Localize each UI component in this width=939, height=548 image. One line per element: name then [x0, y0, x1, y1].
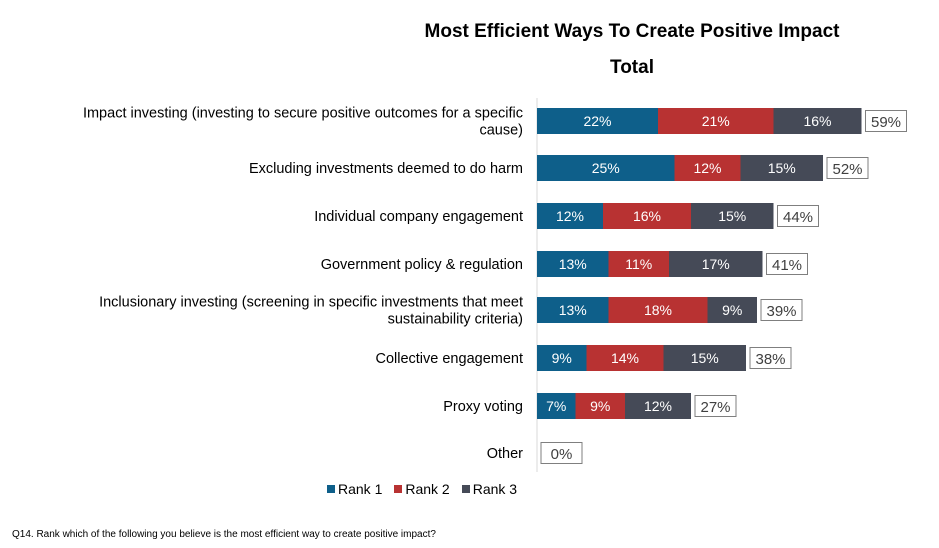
total-label: 27% — [700, 399, 730, 416]
legend-label-rank-1: Rank 1 — [338, 481, 383, 497]
total-label: 38% — [755, 351, 785, 368]
category-label: Inclusionary investing (screening in spe… — [99, 295, 523, 311]
data-label: 15% — [691, 350, 719, 366]
bar-segment-rank-3 — [707, 297, 757, 323]
data-label: 9% — [590, 398, 610, 414]
data-label: 9% — [552, 350, 572, 366]
data-label: 14% — [611, 350, 639, 366]
bar-segment-rank-1 — [537, 251, 609, 277]
total-label: 41% — [772, 257, 802, 274]
category-label: Proxy voting — [443, 399, 523, 415]
legend-swatch-rank-2 — [394, 485, 403, 493]
category-label: Impact investing (investing to secure po… — [83, 106, 523, 122]
bar-segment-rank-3 — [691, 203, 774, 229]
data-label: 11% — [625, 256, 652, 272]
chart-title: Most Efficient Ways To Create Positive I… — [424, 21, 840, 42]
total-box — [749, 347, 792, 369]
bar-segment-rank-3 — [740, 155, 823, 181]
legend-swatch-rank-1 — [327, 485, 335, 493]
legend-swatch-rank-3 — [461, 485, 470, 493]
total-label: 0% — [551, 446, 573, 463]
data-label: 9% — [722, 302, 742, 318]
data-label: 12% — [644, 398, 672, 414]
total-box — [694, 395, 737, 417]
bar-segment-rank-3 — [773, 108, 862, 134]
total-box — [826, 157, 869, 179]
data-label: 13% — [559, 256, 587, 272]
bar-segment-rank-1 — [537, 297, 609, 323]
data-label: 12% — [556, 208, 584, 224]
total-label: 59% — [871, 114, 901, 131]
bar-segment-rank-2 — [586, 345, 664, 371]
legend-label-rank-2: Rank 2 — [405, 481, 450, 497]
data-label: 22% — [583, 113, 611, 129]
data-label: 16% — [803, 113, 831, 129]
bar-segment-rank-1 — [537, 108, 658, 134]
bar-segment-rank-3 — [669, 251, 763, 277]
bar-segment-rank-1 — [537, 155, 675, 181]
bar-segment-rank-1 — [537, 393, 576, 419]
data-label: 18% — [644, 302, 672, 318]
category-label: Collective engagement — [375, 351, 523, 367]
bar-segment-rank-3 — [663, 345, 746, 371]
legend-item-rank-1: Rank 1 — [327, 481, 382, 497]
total-label: 39% — [766, 303, 796, 320]
data-label: 17% — [702, 256, 730, 272]
data-label: 21% — [702, 113, 730, 129]
total-box — [540, 442, 583, 464]
category-label: sustainability criteria) — [388, 312, 523, 328]
bar-segment-rank-2 — [575, 393, 625, 419]
bar-segment-rank-2 — [674, 155, 741, 181]
bar-segment-rank-2 — [608, 251, 669, 277]
data-label: 7% — [546, 398, 566, 414]
legend-item-rank-3: Rank 3 — [461, 481, 518, 497]
legend-item-rank-2: Rank 2 — [394, 481, 450, 497]
bar-segment-rank-2 — [658, 108, 774, 134]
category-label: cause) — [479, 123, 523, 139]
category-label: Individual company engagement — [314, 209, 523, 225]
category-label: Other — [487, 446, 523, 462]
bar-segment-rank-2 — [608, 297, 708, 323]
data-label: 16% — [633, 208, 661, 224]
total-box — [760, 299, 803, 321]
data-label: 12% — [693, 160, 721, 176]
category-label: Excluding investments deemed to do harm — [249, 161, 523, 177]
total-box — [865, 110, 907, 132]
data-label: 15% — [768, 160, 796, 176]
data-label: 15% — [718, 208, 746, 224]
data-label: 25% — [592, 160, 620, 176]
footnote: Q14. Rank which of the following you bel… — [12, 529, 436, 540]
chart-legend: Rank 1 Rank 2 Rank 3 — [327, 481, 529, 497]
bar-segment-rank-3 — [625, 393, 691, 419]
bar-segment-rank-1 — [537, 203, 603, 229]
bar-segment-rank-1 — [537, 345, 587, 371]
total-box — [766, 253, 808, 275]
total-label: 44% — [783, 209, 813, 226]
chart-subtitle: Total — [610, 57, 654, 78]
data-label: 13% — [559, 302, 587, 318]
category-label: Government policy & regulation — [321, 257, 523, 273]
total-box — [777, 205, 819, 227]
legend-label-rank-3: Rank 3 — [472, 481, 518, 497]
bar-segment-rank-2 — [603, 203, 691, 229]
total-label: 52% — [832, 161, 862, 178]
